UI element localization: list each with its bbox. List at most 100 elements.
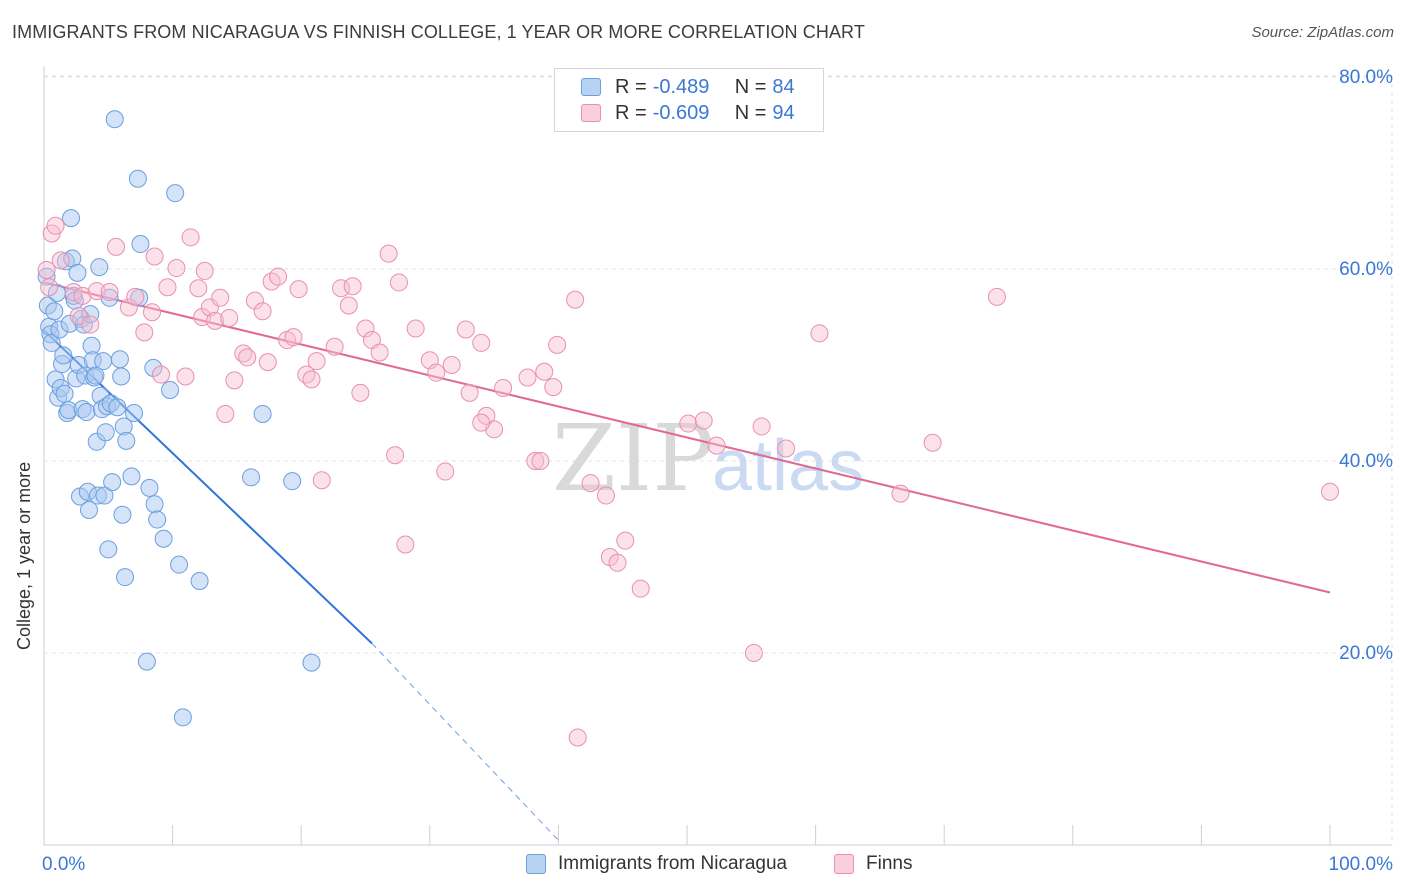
- legend-r-label: R =: [615, 101, 647, 124]
- finns-point: [568, 728, 587, 747]
- y-tick-label: 80.0%: [1339, 67, 1393, 88]
- finns-point: [535, 362, 554, 381]
- finns-point: [370, 343, 389, 362]
- chart-title: IMMIGRANTS FROM NICARAGUA VS FINNISH COL…: [12, 22, 865, 42]
- finns-point: [752, 417, 771, 436]
- legend-row-nicaragua: R = -0.489 N = 84: [581, 75, 795, 99]
- legend-swatch-pink: [581, 104, 601, 122]
- x-tick-label: 100.0%: [1329, 854, 1394, 875]
- finns-point: [351, 383, 370, 402]
- finns-point: [307, 352, 326, 371]
- nicaragua-point: [108, 398, 127, 417]
- finns-point: [810, 324, 829, 343]
- finns-point: [548, 335, 567, 354]
- trendline-finns: [43, 281, 1331, 594]
- finns-point: [544, 378, 563, 397]
- legend-n-value: 94: [772, 101, 795, 124]
- finns-point: [891, 484, 910, 503]
- finns-point: [616, 531, 635, 550]
- bottom-legend-label: Finns: [866, 853, 913, 874]
- finns-point: [297, 365, 316, 384]
- finns-point: [145, 247, 164, 266]
- bottom-legend-swatch-blue: [526, 854, 546, 874]
- nicaragua-point: [95, 486, 114, 505]
- y-tick-label: 60.0%: [1339, 259, 1393, 280]
- finns-point: [325, 337, 344, 356]
- nicaragua-point: [37, 267, 56, 286]
- finns-point: [216, 404, 235, 423]
- nicaragua-point: [81, 305, 100, 324]
- nicaragua-point: [113, 505, 132, 524]
- grid: [44, 75, 1393, 845]
- nicaragua-point: [94, 352, 113, 371]
- finns-point: [923, 433, 942, 452]
- finns-point: [531, 452, 550, 470]
- bottom-legend-nicaragua: Immigrants from Nicaragua: [526, 852, 787, 876]
- finns-point: [472, 413, 491, 432]
- nicaragua-point: [166, 184, 185, 203]
- finns-point: [289, 280, 308, 299]
- nicaragua-point: [125, 404, 144, 422]
- watermark-atlas: atlas: [712, 426, 864, 506]
- nicaragua-point: [80, 500, 99, 519]
- finns-point: [245, 291, 264, 310]
- finns-point: [284, 328, 303, 347]
- finns-point: [64, 283, 83, 302]
- finns-point: [707, 436, 726, 455]
- correlation-legend: R = -0.489 N = 84 R = -0.609 N = 94: [554, 68, 824, 132]
- finns-point: [211, 288, 230, 307]
- finns-point: [694, 411, 713, 430]
- finns-point: [343, 277, 362, 296]
- finns-point: [389, 273, 408, 292]
- nicaragua-point: [128, 169, 147, 188]
- finns-point: [566, 290, 585, 309]
- y-axis-label: College, 1 year or more: [14, 461, 34, 650]
- nicaragua-point: [137, 652, 156, 671]
- nicaragua-point: [144, 358, 163, 377]
- legend-n-label: N =: [734, 101, 767, 124]
- finns-point: [73, 286, 92, 305]
- finns-point: [596, 486, 615, 505]
- finns-point: [176, 367, 195, 386]
- finns-point: [518, 368, 537, 387]
- nicaragua-point: [96, 423, 115, 442]
- finns-point: [472, 333, 491, 352]
- nicaragua-point: [140, 478, 159, 497]
- finns-point: [206, 311, 225, 330]
- finns-point: [87, 282, 106, 301]
- watermark: ZIP atlas: [552, 405, 864, 512]
- nicaragua-point: [99, 540, 118, 559]
- tick-labels: 20.0% 40.0% 60.0% 80.0% 0.0% 100.0%: [42, 67, 1393, 875]
- finns-point: [744, 644, 763, 662]
- finns-point: [442, 356, 461, 374]
- finns-point: [1321, 482, 1339, 501]
- legend-n-value: 84: [772, 75, 795, 98]
- legend-swatch-blue: [581, 78, 601, 96]
- finns-point: [987, 287, 1006, 306]
- legend-r-value: -0.609: [652, 101, 710, 124]
- finns-point: [494, 379, 513, 398]
- finns-point: [181, 228, 200, 247]
- finns-point: [427, 363, 446, 382]
- nicaragua-point: [45, 302, 64, 321]
- finns-point: [189, 279, 208, 298]
- nicaragua-point: [283, 472, 302, 491]
- watermark-zip: ZIP: [552, 405, 714, 512]
- finns-point: [126, 287, 145, 306]
- finns-point: [406, 319, 425, 338]
- finns-point: [436, 462, 455, 481]
- finns-point: [81, 315, 100, 334]
- finns-point: [456, 320, 475, 339]
- finns-point: [107, 237, 126, 256]
- nicaragua-point: [103, 473, 122, 492]
- nicaragua-point: [161, 380, 180, 399]
- bottom-legend-finns: Finns: [834, 852, 912, 876]
- finns-point: [339, 296, 358, 315]
- finns-point: [332, 279, 351, 298]
- finns-point: [220, 308, 239, 327]
- legend-row-finns: R = -0.609 N = 94: [581, 101, 795, 125]
- finns-point: [46, 216, 65, 235]
- nicaragua-point: [112, 367, 131, 386]
- nicaragua-point: [55, 384, 74, 403]
- nicaragua-point: [190, 572, 209, 590]
